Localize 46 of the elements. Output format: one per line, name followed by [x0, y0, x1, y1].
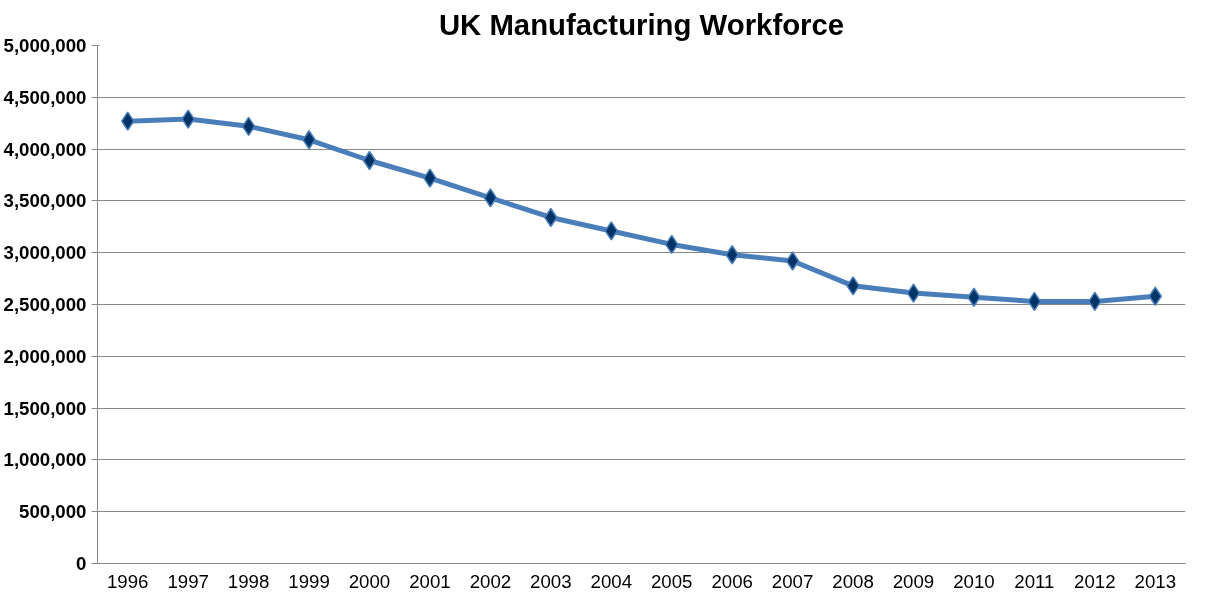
point [120, 111, 135, 131]
point [725, 245, 739, 265]
x-tick-label: 2001 [409, 570, 451, 592]
y-tick-label: 4,000,000 [3, 138, 87, 160]
point [604, 221, 619, 241]
y-tick-label: 0 [76, 553, 87, 574]
point [423, 168, 437, 188]
point [181, 109, 195, 129]
x-tick-label: 1998 [227, 570, 270, 592]
point [302, 130, 316, 150]
point [1027, 291, 1042, 312]
x-tick-label: 2003 [530, 570, 572, 592]
y-tick-label: 3,000,000 [3, 242, 87, 264]
y-tick-label: 5,000,000 [3, 35, 87, 56]
y-tick-label: 2,500,000 [3, 294, 87, 315]
point [241, 116, 256, 137]
x-tick-label: 1999 [288, 570, 330, 592]
y-tick-label: 4,500,000 [3, 86, 87, 108]
x-tick-label: 2012 [1074, 570, 1116, 592]
chart-title: UK Manufacturing Workforce [438, 7, 845, 41]
x-tick-label: 1997 [167, 570, 209, 592]
x-tick-label: 2002 [469, 570, 512, 592]
x-tick-label: 2007 [771, 570, 814, 592]
point [785, 251, 800, 271]
point [967, 287, 981, 307]
y-tick-label: 2,000,000 [3, 345, 87, 367]
x-tick-label: 2010 [953, 570, 995, 592]
y-tick-label: 1,500,000 [3, 397, 87, 419]
x-tick-label: 2011 [1014, 570, 1055, 592]
x-tick-label: 2008 [832, 570, 874, 592]
point [483, 188, 498, 208]
x-tick-label: 2006 [711, 570, 753, 592]
point [846, 276, 860, 296]
y-tick-label: 500,000 [19, 501, 87, 523]
x-tick-label: 2000 [348, 570, 391, 592]
y-tick-label: 3,500,000 [3, 190, 87, 212]
point [664, 234, 679, 255]
x-tick-label: 2004 [590, 570, 633, 592]
y-tick-label: 1,000,000 [3, 449, 87, 471]
x-tick-label: 2005 [650, 570, 693, 592]
x-tick-label: 2013 [1134, 570, 1177, 592]
point [906, 283, 921, 303]
x-tick-label: 1996 [106, 570, 149, 592]
point [362, 150, 377, 171]
point [1148, 286, 1163, 306]
x-tick-label: 2009 [892, 570, 935, 592]
